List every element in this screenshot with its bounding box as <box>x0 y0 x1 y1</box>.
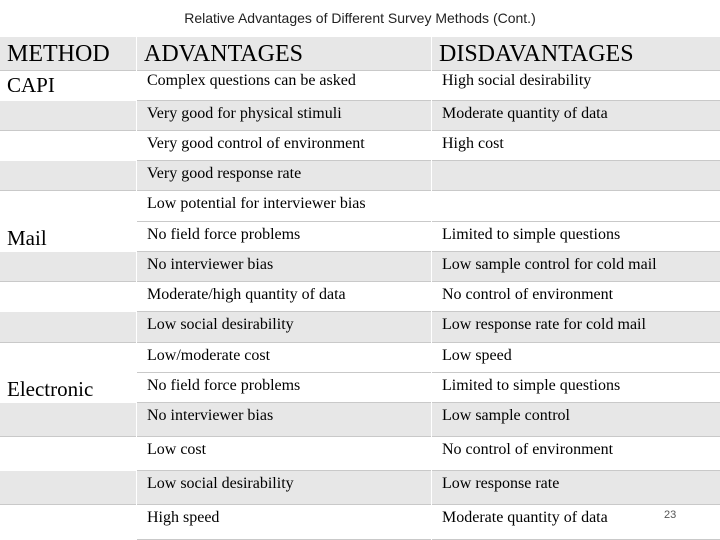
method-row-band <box>0 312 136 343</box>
method-row-band <box>0 403 136 437</box>
header-disadvantages: DISDAVANTAGES <box>432 37 720 71</box>
advantage-cell: Low social desirability <box>137 471 431 505</box>
advantage-cell: No field force problems <box>137 222 431 252</box>
header-method-label: METHOD <box>7 41 110 67</box>
disadvantage-text: Moderate quantity of data <box>442 509 608 526</box>
disadvantage-text: Limited to simple questions <box>442 226 621 243</box>
disadvantage-text: Low sample control <box>442 407 570 424</box>
method-row-band <box>0 161 136 191</box>
advantage-cell: Very good for physical stimuli <box>137 101 431 131</box>
disadvantage-cell: Moderate quantity of data <box>432 505 720 540</box>
advantage-cell: High speed <box>137 505 431 540</box>
slide-title: Relative Advantages of Different Survey … <box>184 10 536 26</box>
disadvantage-text: High social desirability <box>442 72 592 89</box>
advantage-text: No interviewer bias <box>147 256 274 273</box>
disadvantage-text: Limited to simple questions <box>442 377 621 394</box>
disadvantage-cell: No control of environment <box>432 437 720 471</box>
advantage-cell: Low/moderate cost <box>137 343 431 373</box>
disadvantage-text: Low speed <box>442 347 512 364</box>
method-row-band <box>0 252 136 282</box>
disadvantage-cell <box>432 191 720 222</box>
method-row-band <box>0 101 136 131</box>
survey-methods-table: METHOD ADVANTAGES DISDAVANTAGES CAPI Comp… <box>0 37 720 540</box>
method-name: CAPI <box>7 73 55 97</box>
advantage-cell: No interviewer bias <box>137 403 431 437</box>
disadvantage-text: No control of environment <box>442 441 614 458</box>
advantage-cell: Low cost <box>137 437 431 471</box>
advantage-text: Very good for physical stimuli <box>147 105 342 122</box>
page-number: 23 <box>664 509 677 521</box>
disadvantage-cell: Moderate quantity of data <box>432 101 720 131</box>
advantage-text: Complex questions can be asked <box>147 72 356 89</box>
method-name: Electronic <box>7 377 94 401</box>
disadvantage-cell: Low sample control <box>432 403 720 437</box>
disadvantage-cell: Low response rate <box>432 471 720 505</box>
disadvantage-cell: Low speed <box>432 343 720 373</box>
advantage-text: Moderate/high quantity of data <box>147 286 346 303</box>
advantage-cell: Very good response rate <box>137 161 431 191</box>
disadvantage-cell: No control of environment <box>432 282 720 312</box>
disadvantage-cell <box>432 161 720 191</box>
advantage-text: Low cost <box>147 441 207 458</box>
advantage-cell: Low social desirability <box>137 312 431 343</box>
disadvantage-cell: Limited to simple questions <box>432 373 720 403</box>
disadvantage-cell: High cost <box>432 131 720 161</box>
method-cell: Mail <box>0 222 136 373</box>
advantage-cell: Low potential for interviewer bias <box>137 191 431 222</box>
advantage-cell: No field force problems <box>137 373 431 403</box>
header-disadvantages-label: DISDAVANTAGES <box>439 41 634 67</box>
disadvantage-cell: Low response rate for cold mail <box>432 312 720 343</box>
advantage-text: No field force problems <box>147 226 301 243</box>
advantage-cell: No interviewer bias <box>137 252 431 282</box>
advantage-text: Very good response rate <box>147 165 302 182</box>
advantage-text: No field force problems <box>147 377 301 394</box>
method-name: Mail <box>7 226 47 250</box>
disadvantage-text: Moderate quantity of data <box>442 105 608 122</box>
method-cell: Electronic <box>0 373 136 540</box>
disadvantage-cell: High social desirability <box>432 71 720 101</box>
disadvantage-text: Low response rate <box>442 475 560 492</box>
disadvantage-text: Low sample control for cold mail <box>442 256 657 273</box>
advantage-text: Low/moderate cost <box>147 347 271 364</box>
advantage-text: Very good control of environment <box>147 135 365 152</box>
method-cell: CAPI <box>0 71 136 222</box>
method-row-band <box>0 471 136 505</box>
advantage-text: Low social desirability <box>147 475 294 492</box>
advantage-text: Low potential for interviewer bias <box>147 195 366 212</box>
header-advantages: ADVANTAGES <box>137 37 431 71</box>
disadvantage-text: High cost <box>442 135 504 152</box>
advantage-cell: Very good control of environment <box>137 131 431 161</box>
header-advantages-label: ADVANTAGES <box>144 41 303 67</box>
advantage-text: No interviewer bias <box>147 407 274 424</box>
header-method: METHOD <box>0 37 136 71</box>
advantage-cell: Complex questions can be asked <box>137 71 431 101</box>
disadvantage-text: Low response rate for cold mail <box>442 316 646 333</box>
disadvantage-text: No control of environment <box>442 286 614 303</box>
disadvantage-cell: Limited to simple questions <box>432 222 720 252</box>
advantage-text: High speed <box>147 509 220 526</box>
disadvantage-cell: Low sample control for cold mail <box>432 252 720 282</box>
advantage-cell: Moderate/high quantity of data <box>137 282 431 312</box>
advantage-text: Low social desirability <box>147 316 294 333</box>
